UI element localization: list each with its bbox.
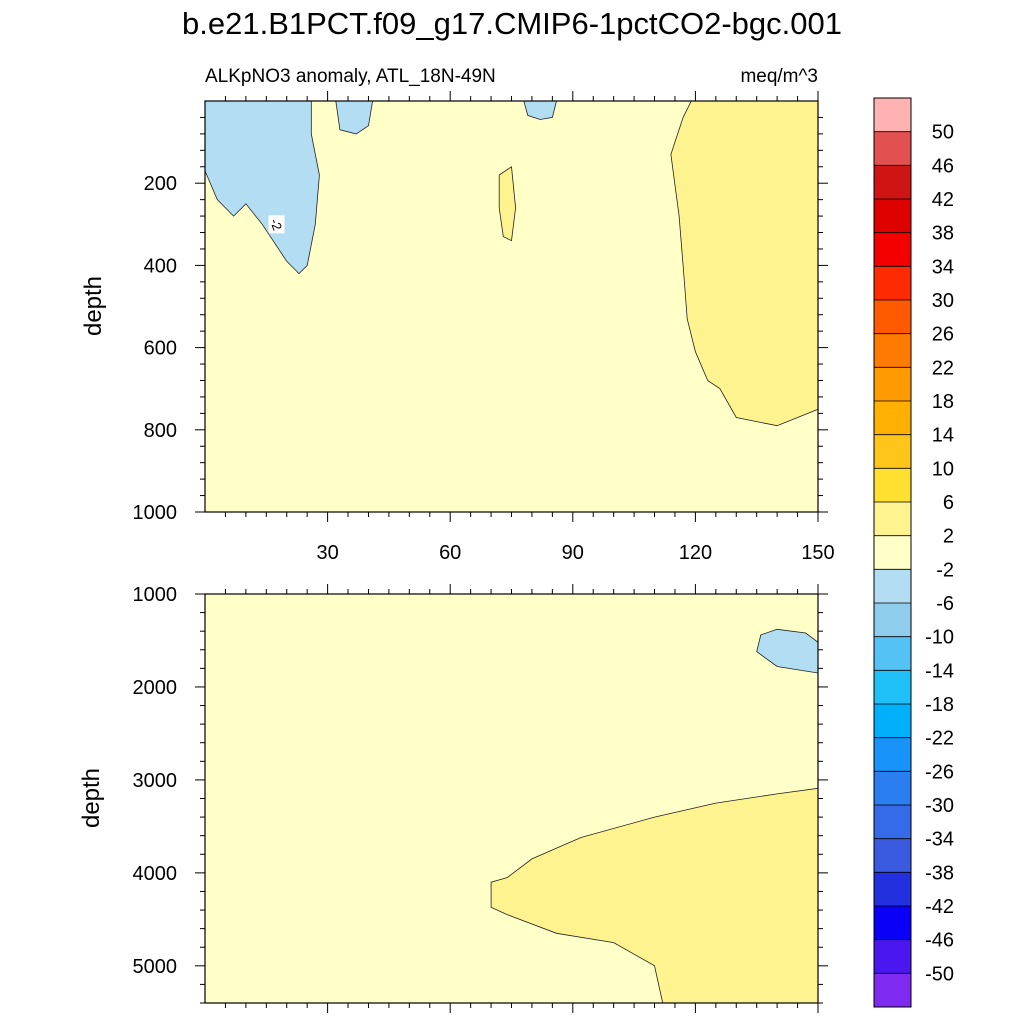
colorbar-label: -34 bbox=[925, 829, 954, 851]
colorbar-label: 14 bbox=[932, 425, 954, 447]
contour-region bbox=[756, 628, 818, 674]
colorbar-swatch bbox=[874, 502, 911, 536]
colorbar-label: -6 bbox=[936, 593, 954, 615]
colorbar: 50 46 42 38 34 30 26 22 18 14 10 6 2 -2 -6 -10 -14 -18 -22… bbox=[873, 97, 954, 1008]
contour-label: -2 bbox=[267, 215, 285, 234]
y-tick-label: 3000 bbox=[133, 770, 178, 792]
y-tick-label: 400 bbox=[144, 255, 177, 277]
colorbar-label: -2 bbox=[936, 559, 954, 581]
colorbar-swatch bbox=[874, 737, 911, 772]
svg-text:-2: -2 bbox=[267, 216, 285, 232]
colorbar-label: 26 bbox=[932, 324, 954, 346]
x-tick-label: 90 bbox=[562, 542, 584, 564]
colorbar-label: -30 bbox=[925, 795, 954, 817]
colorbar-frame bbox=[873, 97, 912, 1008]
upper-subtitle-right: meq/m^3 bbox=[740, 66, 818, 87]
colorbar-label: 10 bbox=[932, 458, 954, 480]
colorbar-swatch bbox=[874, 771, 911, 806]
contour-region bbox=[490, 787, 818, 1003]
colorbar-label: -46 bbox=[925, 930, 954, 952]
contour-region bbox=[523, 101, 557, 120]
colorbar-swatch bbox=[874, 973, 911, 1008]
colorbar-swatch bbox=[874, 535, 911, 570]
x-tick-label: 150 bbox=[801, 542, 834, 564]
colorbar-label: -14 bbox=[925, 660, 954, 682]
colorbar-label: -42 bbox=[925, 896, 954, 918]
colorbar-swatch bbox=[874, 333, 911, 368]
colorbar-swatch bbox=[874, 367, 911, 402]
colorbar-swatch bbox=[874, 300, 911, 334]
colorbar-label: 50 bbox=[932, 122, 954, 144]
colorbar-label: -38 bbox=[925, 862, 954, 884]
contour-region bbox=[670, 101, 818, 427]
colorbar-label: 18 bbox=[932, 391, 954, 413]
lower-panel: depth 1000 2000 3000 4000 5000 bbox=[78, 584, 828, 1013]
colorbar-label: -26 bbox=[925, 761, 954, 783]
colorbar-swatch bbox=[874, 199, 911, 233]
y-tick-label: 1000 bbox=[133, 584, 178, 606]
upper-panel: ALKpNO3 anomaly, ATL_18N-49N meq/m^3 dep… bbox=[80, 66, 835, 564]
colorbar-label: 42 bbox=[932, 189, 954, 211]
colorbar-swatch bbox=[874, 98, 911, 132]
contour-region bbox=[498, 166, 517, 242]
y-tick-label: 4000 bbox=[133, 863, 178, 885]
colorbar-swatch bbox=[874, 805, 911, 839]
colorbar-label: -50 bbox=[925, 963, 954, 985]
colorbar-swatch bbox=[874, 434, 911, 469]
colorbar-swatch bbox=[874, 636, 911, 671]
colorbar-swatch bbox=[874, 232, 911, 267]
colorbar-swatch bbox=[874, 704, 911, 738]
y-tick-label: 800 bbox=[144, 420, 177, 442]
upper-y-axis-label: depth bbox=[80, 276, 107, 336]
y-tick-label: 1000 bbox=[133, 502, 178, 524]
colorbar-label: -10 bbox=[925, 627, 954, 649]
colorbar-label: 22 bbox=[932, 357, 954, 379]
colorbar-swatch bbox=[874, 468, 911, 503]
x-tick-label: 60 bbox=[439, 542, 461, 564]
colorbar-label: -22 bbox=[925, 728, 954, 750]
lower-y-axis-label: depth bbox=[78, 768, 105, 828]
colorbar-swatch bbox=[874, 603, 911, 637]
colorbar-swatch bbox=[874, 872, 911, 907]
x-tick-label: 30 bbox=[316, 542, 338, 564]
colorbar-swatch bbox=[874, 165, 911, 200]
x-tick-label: 120 bbox=[679, 542, 712, 564]
contour-region bbox=[335, 101, 374, 135]
colorbar-label: 6 bbox=[943, 492, 954, 514]
colorbar-swatch bbox=[874, 906, 911, 940]
colorbar-swatch bbox=[874, 569, 911, 604]
colorbar-swatch bbox=[874, 838, 911, 873]
colorbar-swatch bbox=[874, 131, 911, 166]
colorbar-swatch bbox=[874, 670, 911, 705]
colorbar-label: 38 bbox=[932, 223, 954, 245]
contour-region bbox=[205, 101, 320, 275]
upper-subtitle-left: ALKpNO3 anomaly, ATL_18N-49N bbox=[205, 66, 496, 87]
y-tick-label: 200 bbox=[144, 173, 177, 195]
colorbar-swatch bbox=[874, 266, 911, 301]
colorbar-label: 46 bbox=[932, 155, 954, 177]
colorbar-label: 30 bbox=[932, 290, 954, 312]
y-tick-label: 5000 bbox=[133, 956, 178, 978]
y-tick-label: 600 bbox=[144, 338, 177, 360]
colorbar-label: -18 bbox=[925, 694, 954, 716]
colorbar-swatch bbox=[874, 939, 911, 974]
colorbar-swatch bbox=[874, 401, 911, 435]
colorbar-label: 34 bbox=[932, 256, 954, 278]
figure-title: b.e21.B1PCT.f09_g17.CMIP6-1pctCO2-bgc.00… bbox=[182, 6, 842, 41]
colorbar-label: 2 bbox=[943, 526, 954, 548]
y-tick-label: 2000 bbox=[133, 677, 178, 699]
